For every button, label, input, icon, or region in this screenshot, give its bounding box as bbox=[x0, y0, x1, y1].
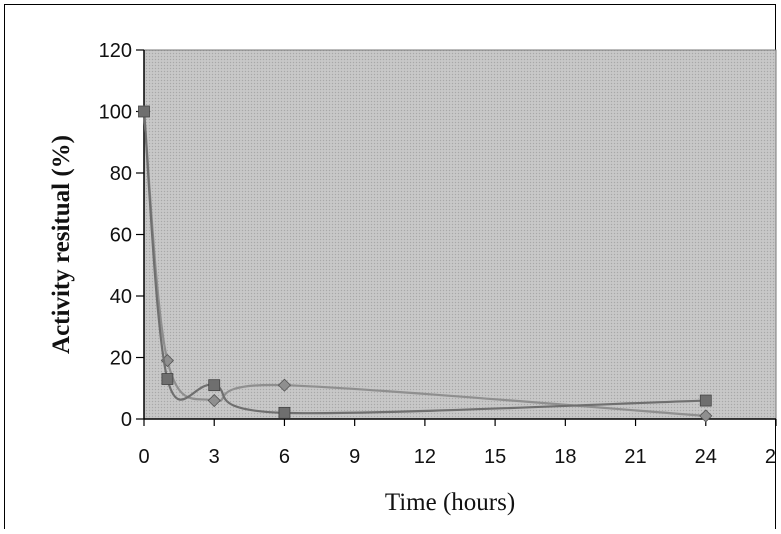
y-axis-title: Activity resitual (%) bbox=[48, 135, 75, 354]
data-point-square bbox=[278, 406, 291, 419]
x-tick-label: 21 bbox=[624, 446, 646, 468]
x-tick-label: 0 bbox=[138, 446, 149, 468]
x-tick-label: 18 bbox=[554, 446, 576, 468]
x-tick-label: 9 bbox=[349, 446, 360, 468]
x-tick-label: 15 bbox=[484, 446, 506, 468]
y-tick-label: 120 bbox=[99, 40, 132, 62]
y-tick-label: 40 bbox=[110, 286, 132, 308]
data-point-diamond bbox=[277, 378, 292, 392]
y-tick-label: 60 bbox=[110, 225, 132, 247]
y-tick-label: 100 bbox=[99, 102, 132, 124]
chart-svg: 0 20 40 60 80 100 120 0 3 6 9 12 15 18 21 24 27 Time (h… bbox=[48, 40, 777, 516]
x-tick-label: 24 bbox=[695, 446, 717, 468]
y-tick-label: 20 bbox=[110, 348, 132, 370]
data-point-square bbox=[208, 379, 221, 392]
data-point-square bbox=[138, 105, 150, 118]
data-point-diamond bbox=[207, 393, 221, 408]
x-tick-label: 12 bbox=[414, 446, 436, 468]
x-axis-title: Time (hours) bbox=[385, 489, 515, 516]
x-tick-label: 27 bbox=[765, 446, 777, 468]
series-layer bbox=[137, 104, 713, 423]
series-line-1 bbox=[142, 111, 706, 418]
y-tick-label: 0 bbox=[121, 409, 132, 431]
x-tick-label: 3 bbox=[209, 446, 220, 468]
data-point-diamond bbox=[699, 409, 713, 423]
data-point-square bbox=[161, 373, 174, 385]
data-point-square bbox=[699, 394, 712, 407]
chart-frame: 0 20 40 60 80 100 120 0 3 6 9 12 15 18 21 24 27 Time (h… bbox=[4, 4, 777, 529]
x-axis: 0 3 6 9 12 15 18 21 24 27 bbox=[138, 418, 777, 468]
x-tick-label: 6 bbox=[279, 446, 290, 468]
plot-area bbox=[143, 49, 777, 420]
y-axis: 0 20 40 60 80 100 120 bbox=[99, 40, 145, 431]
y-tick-label: 80 bbox=[110, 163, 132, 185]
